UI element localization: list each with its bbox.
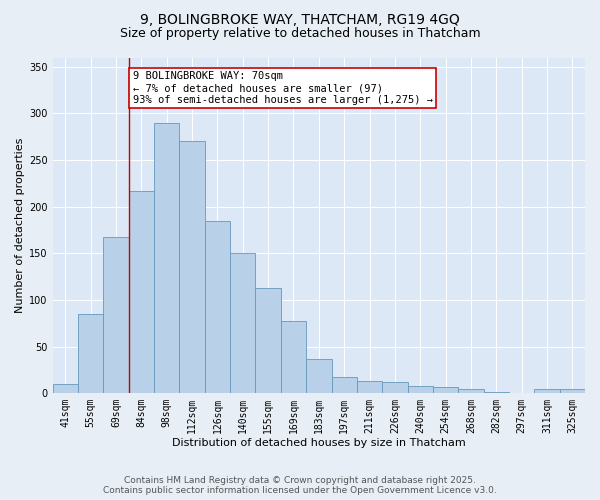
X-axis label: Distribution of detached houses by size in Thatcham: Distribution of detached houses by size … — [172, 438, 466, 448]
Text: Contains HM Land Registry data © Crown copyright and database right 2025.
Contai: Contains HM Land Registry data © Crown c… — [103, 476, 497, 495]
Text: 9, BOLINGBROKE WAY, THATCHAM, RG19 4GQ: 9, BOLINGBROKE WAY, THATCHAM, RG19 4GQ — [140, 12, 460, 26]
Text: Size of property relative to detached houses in Thatcham: Size of property relative to detached ho… — [119, 28, 481, 40]
Bar — [535, 390, 560, 393]
Bar — [357, 381, 382, 393]
Bar — [154, 123, 179, 393]
Bar — [53, 384, 78, 393]
Bar — [484, 392, 509, 393]
Bar — [129, 191, 154, 393]
Y-axis label: Number of detached properties: Number of detached properties — [15, 138, 25, 313]
Bar — [382, 382, 407, 393]
Bar — [458, 388, 484, 393]
Bar — [230, 254, 256, 393]
Bar — [306, 358, 332, 393]
Bar — [433, 386, 458, 393]
Bar — [560, 390, 585, 393]
Bar — [332, 378, 357, 393]
Bar — [407, 386, 433, 393]
Text: 9 BOLINGBROKE WAY: 70sqm
← 7% of detached houses are smaller (97)
93% of semi-de: 9 BOLINGBROKE WAY: 70sqm ← 7% of detache… — [133, 72, 433, 104]
Bar — [256, 288, 281, 393]
Bar — [103, 236, 129, 393]
Bar — [78, 314, 103, 393]
Bar — [205, 220, 230, 393]
Bar — [281, 322, 306, 393]
Bar — [179, 142, 205, 393]
